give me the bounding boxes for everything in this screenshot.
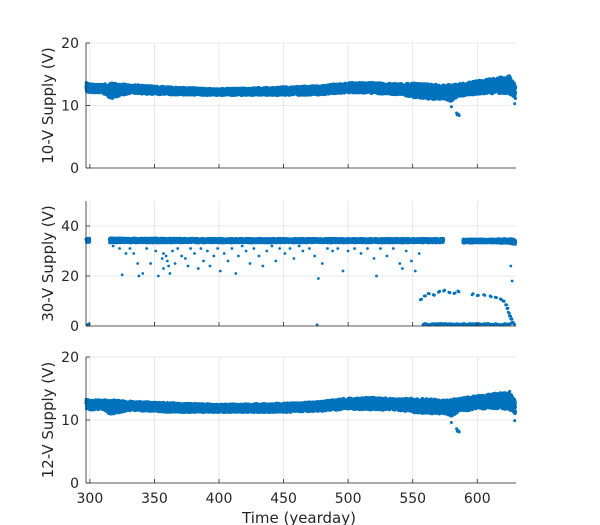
y-tick-label: 20 xyxy=(61,36,79,52)
data-point xyxy=(455,111,459,115)
data-point xyxy=(457,114,461,117)
data-points xyxy=(84,74,518,117)
y-tick-label: 0 xyxy=(70,161,79,177)
data-point xyxy=(513,96,518,100)
data-point xyxy=(513,90,518,94)
y-tick-label: 10 xyxy=(61,99,79,115)
data-point xyxy=(513,102,517,106)
y-axis-label: 10-V Supply (V) xyxy=(39,47,57,164)
data-point xyxy=(514,85,518,89)
data-points xyxy=(84,236,518,327)
data-point xyxy=(87,236,92,240)
data-point xyxy=(509,76,513,80)
data-point xyxy=(449,105,453,109)
